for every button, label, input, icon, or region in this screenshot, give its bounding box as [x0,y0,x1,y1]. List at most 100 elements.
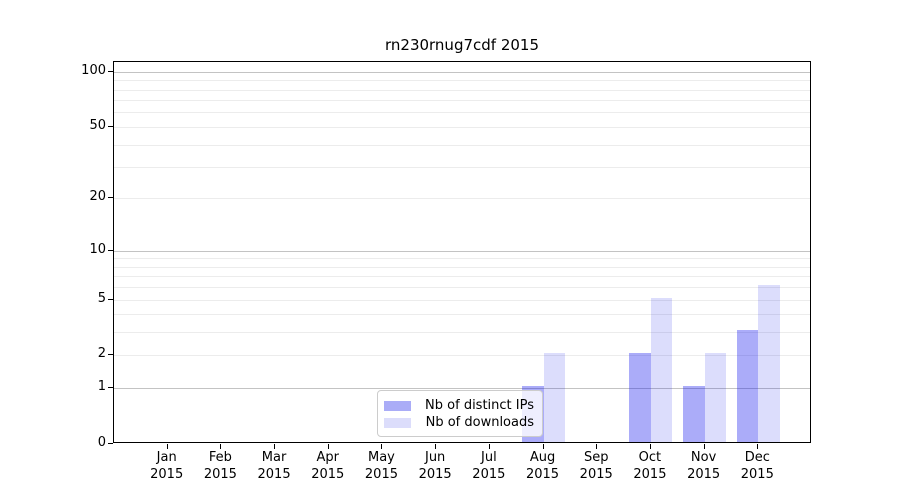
x-tick-year: 2015 [311,467,345,482]
gridline-major-10 [114,250,810,252]
bar-distinct-ips-oct [629,353,651,442]
gridline-minor-50 [114,126,810,128]
gridline-minor-2 [114,355,810,357]
x-tick-label-jul: Jul 2015 [459,449,519,483]
x-tick-mark-jul [488,444,490,449]
x-tick-year: 2015 [472,467,506,482]
gridline-minor-90 [114,80,810,82]
x-tick-month: May [368,450,395,465]
y-tick-mark-50 [108,125,113,127]
y-tick-label-1: 1 [97,379,106,395]
y-tick-label-2: 2 [97,346,106,362]
x-tick-mark-may [381,444,383,449]
gridline-minor-30 [114,167,810,169]
gridline-minor-20 [114,198,810,200]
x-tick-month: Sep [583,450,609,465]
x-tick-year: 2015 [257,467,291,482]
x-tick-mark-apr [327,444,329,449]
x-tick-mark-mar [274,444,276,449]
legend-swatch-distinct-ips [384,400,411,411]
gridline-minor-9 [114,258,810,260]
x-tick-label-sep: Sep 2015 [566,449,626,483]
x-tick-label-oct: Oct 2015 [620,449,680,483]
x-tick-label-may: May 2015 [351,449,411,483]
y-tick-label-50: 50 [89,117,106,133]
x-tick-month: Jul [481,450,497,465]
y-tick-label-0: 0 [97,435,106,450]
y-tick-mark-0 [108,443,113,444]
x-tick-label-dec: Dec 2015 [727,449,787,483]
x-tick-mark-jun [435,444,437,449]
y-tick-label-100: 100 [81,62,106,78]
x-tick-year: 2015 [687,467,721,482]
gridline-minor-60 [114,112,810,114]
x-tick-year: 2015 [740,467,774,482]
x-tick-label-nov: Nov 2015 [674,449,734,483]
x-tick-year: 2015 [525,467,560,482]
y-tick-label-5: 5 [97,290,106,306]
y-tick-label-20: 20 [89,189,106,205]
x-tick-mark-aug [542,444,544,449]
x-tick-month: Nov [690,450,717,465]
x-tick-mark-sep [596,444,598,449]
bar-downloads-oct [650,297,673,442]
x-tick-month: Jun [424,450,446,465]
bar-downloads-dec [758,285,780,442]
gridline-minor-4 [114,314,810,316]
x-tick-year: 2015 [579,467,613,482]
bar-downloads-nov [704,353,727,442]
chart-title: rn230rnug7cdf 2015 [384,36,539,54]
legend-label-downloads: Nb of downloads [425,414,534,430]
gridline-minor-3 [114,332,810,334]
x-tick-year: 2015 [150,467,184,482]
bar-distinct-ips-nov [683,386,705,442]
gridline-minor-7 [114,276,810,278]
x-tick-month: Apr [316,450,340,465]
y-tick-mark-100 [108,70,113,72]
x-tick-mark-oct [649,444,651,449]
gridline-minor-40 [114,144,810,146]
gridline-minor-70 [114,100,810,102]
x-tick-month: Oct [638,450,662,465]
gridline-major-1 [114,388,810,390]
gridline-minor-5 [114,299,810,301]
bar-downloads-aug [543,353,566,442]
x-tick-label-aug: Aug 2015 [513,449,573,483]
legend-swatch-downloads [384,417,411,428]
bar-distinct-ips-dec [736,330,759,442]
x-tick-label-jun: Jun 2015 [405,449,465,483]
x-tick-month: Aug [529,450,556,465]
y-tick-mark-1 [108,387,113,389]
x-tick-year: 2015 [203,467,237,482]
y-tick-mark-2 [108,354,113,356]
x-tick-label-apr: Apr 2015 [298,449,358,483]
y-tick-mark-5 [108,298,113,300]
gridline-minor-80 [114,89,810,91]
x-tick-month: Mar [261,450,287,465]
plot-area [113,61,811,443]
x-tick-label-mar: Mar 2015 [244,449,304,483]
legend-item-distinct-ips: Nb of distinct IPs [384,397,534,414]
gridline-minor-8 [114,266,810,268]
gridline-major-100 [114,71,810,73]
x-tick-month: Feb [208,450,232,465]
legend-item-downloads: Nb of downloads [384,414,534,431]
x-tick-month: Dec [744,450,770,465]
x-tick-mark-dec [757,444,759,449]
gridline-minor-6 [114,287,810,289]
x-tick-year: 2015 [418,467,452,482]
x-tick-mark-jan [166,444,168,449]
x-tick-mark-nov [703,444,705,449]
legend: Nb of distinct IPs Nb of downloads [377,390,543,437]
x-tick-label-feb: Feb 2015 [190,449,250,483]
y-tick-mark-10 [108,249,113,251]
x-tick-year: 2015 [364,467,398,482]
y-tick-label-10: 10 [89,241,106,257]
x-tick-year: 2015 [633,467,667,482]
x-tick-month: Jan [156,450,177,465]
legend-label-distinct-ips: Nb of distinct IPs [425,397,534,413]
x-tick-label-jan: Jan 2015 [137,449,197,483]
x-tick-mark-feb [220,444,222,449]
y-tick-mark-20 [108,197,113,199]
